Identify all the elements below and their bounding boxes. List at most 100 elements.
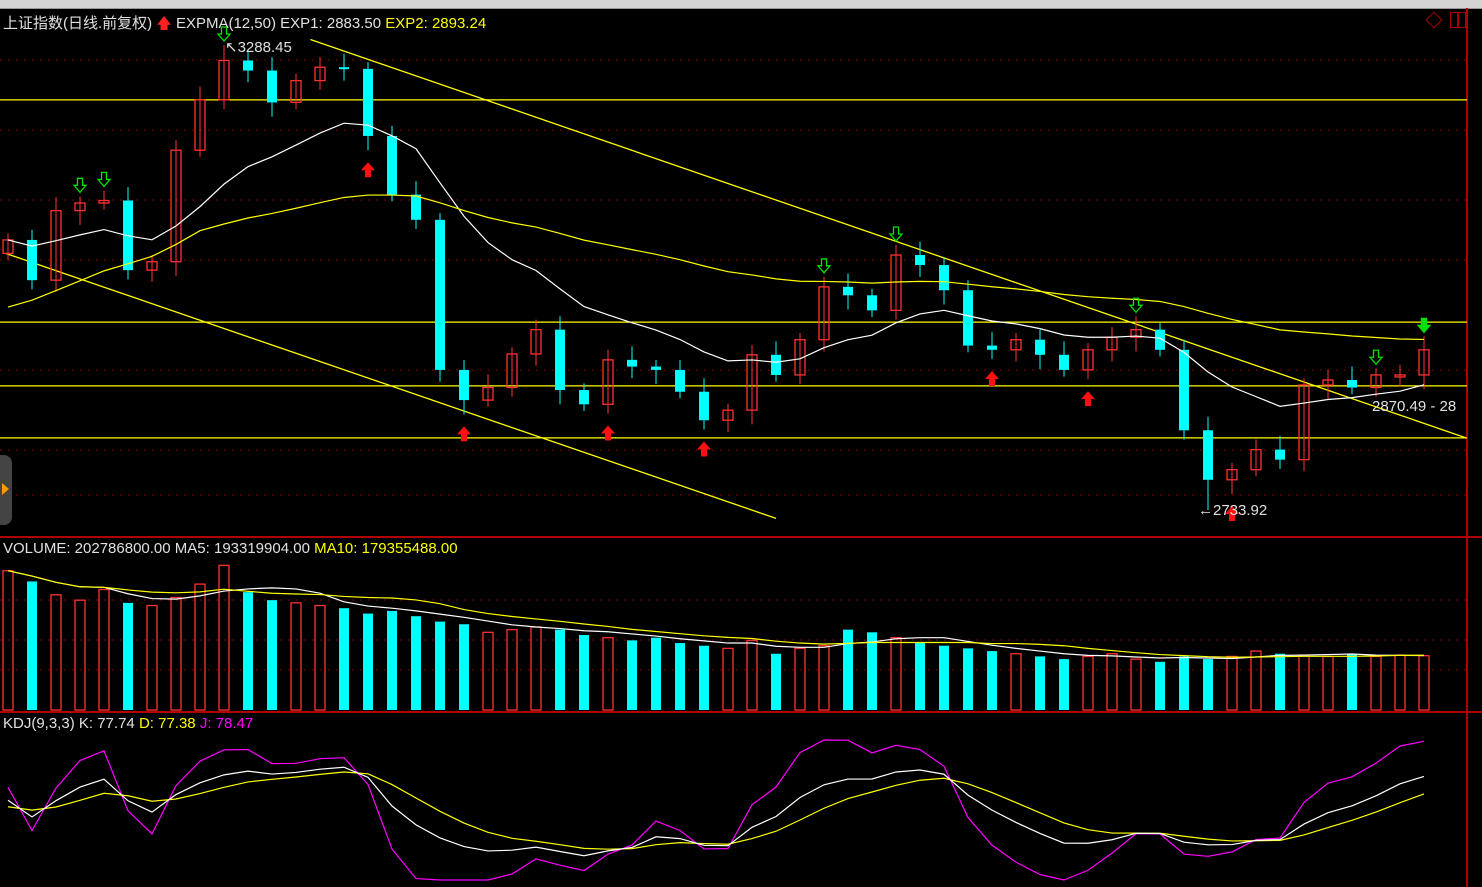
kdj-header: KDJ(9,3,3) K: 77.74 D: 77.38 J: 78.47 [3,715,253,732]
candle [98,199,110,204]
candle [627,359,637,367]
candle [1082,349,1094,371]
volume-bar [387,610,397,710]
volume-bar [867,632,877,710]
volume-bar [1347,653,1357,710]
candle [1155,329,1165,350]
volume-bar [627,640,637,710]
candle [1298,384,1310,461]
volume-bar [2,570,14,711]
volume-bar [771,653,781,710]
candle [818,286,830,341]
volume-bar [1322,655,1334,711]
candle [1370,374,1382,389]
volume-bar [1010,653,1022,711]
candle [1203,430,1213,480]
volume-bar [339,608,349,710]
volume-bar [1275,653,1285,710]
volume-bar [746,639,758,711]
candle [170,149,182,263]
candle [1418,349,1430,376]
volume-bar [482,631,494,711]
candle [939,265,949,291]
candle [1226,469,1238,481]
candle [74,202,86,212]
candle [506,353,518,389]
price-header: 上证指数(日线.前复权) 🡅 EXPMA(12,50) EXP1: 2883.5… [3,12,486,38]
volume-bar [146,604,158,711]
volume-ma10-line [7,570,1425,658]
sell-arrow-icon [888,226,904,242]
volume-bar [1418,655,1430,711]
candle [1010,339,1022,351]
indicator-name: EXPMA(12,50) [175,15,276,32]
candle [27,239,37,281]
candle [1347,379,1357,388]
volume-bar [1298,654,1310,711]
buy-arrow-icon [1081,391,1095,407]
volume-bar [915,643,925,710]
candle [1130,329,1142,338]
volume-bar [675,643,685,710]
kdj-name: KDJ(9,3,3) [3,715,75,732]
layout-toggle-icon[interactable] [1450,12,1466,28]
kdj-d-line [7,771,1425,850]
volume-bar [651,637,661,710]
candle [1322,379,1334,386]
volume-bar [1179,656,1189,710]
candle [243,60,253,71]
candle [963,290,973,346]
kdj-j-line [7,739,1425,881]
volume-bar [818,645,830,711]
volume-bar [314,604,326,711]
candle [1250,448,1262,471]
volume-bar [1082,655,1094,711]
buy-arrow-icon [985,371,999,387]
low-label: ←2733.92 [1198,502,1268,519]
volume-bar [290,602,302,711]
exp1-value: EXP1: 2883.50 [280,15,382,32]
exp1-line [7,122,1425,407]
volume-bar [579,635,589,710]
volume-bar [602,637,614,711]
candle [699,391,709,421]
volume-header: VOLUME: 202786800.00 MA5: 193319904.00 M… [3,540,458,557]
candle [915,255,925,266]
candle [146,261,158,271]
candle [867,295,877,311]
expand-arrow-icon [2,483,9,495]
up-arrow-icon: 🡅 [156,15,172,32]
candle [194,99,206,151]
volume-bar [363,613,373,710]
candle [363,68,373,136]
side-panel-handle[interactable] [0,455,12,525]
volume-bar [530,626,542,711]
candle [987,345,997,350]
trend-line [5,252,777,519]
volume-bar [794,647,806,711]
volume-bar [170,596,182,711]
volume-value: VOLUME: 202786800.00 [3,540,171,557]
volume-bar [1106,653,1118,711]
candle [675,369,685,392]
volume-bar [27,581,37,710]
sell-arrow-icon [1416,317,1432,334]
candle [50,209,62,281]
volume-bar [243,592,253,710]
candle [411,194,421,220]
volume-bar [1130,658,1142,711]
volume-bar [506,628,518,711]
candle [746,354,758,411]
volume-bar [1394,654,1406,711]
candle [579,390,589,405]
volume-bar [699,645,709,710]
buy-arrow-icon [1225,506,1239,522]
volume-bar [218,564,230,711]
candle [482,386,494,401]
candle [290,79,302,104]
volume-ma5-line [7,570,1425,660]
sell-arrow-icon [1128,297,1144,314]
candle [314,66,326,82]
volume-bar [1035,656,1045,710]
